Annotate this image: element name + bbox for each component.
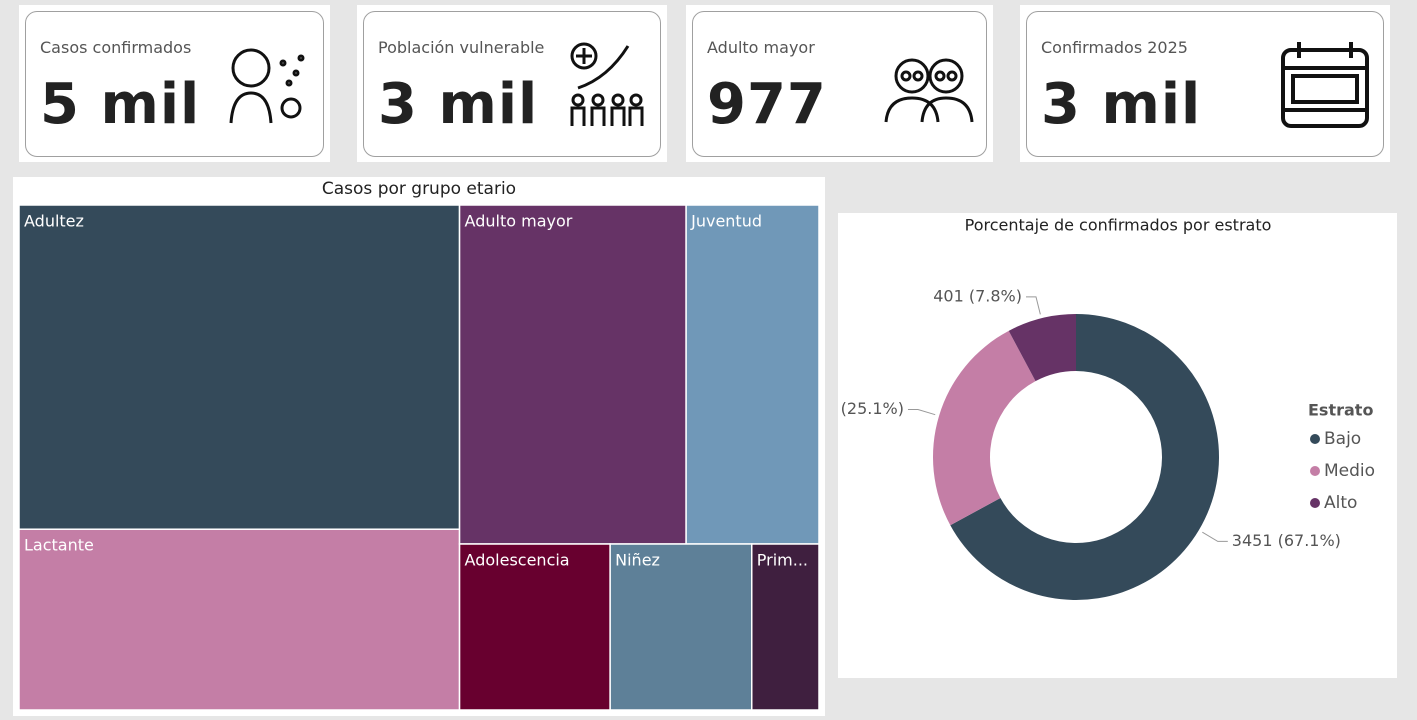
donut-chart: Porcentaje de confirmados por estrato Es… <box>795 216 1375 600</box>
treemap-tile <box>685 204 820 545</box>
icon-elderly <box>884 58 974 123</box>
legend-marker <box>1310 498 1320 508</box>
treemap-tile <box>751 543 820 711</box>
tile-label: Juventud <box>690 212 762 231</box>
tile-label: Adultez <box>24 212 84 231</box>
legend-label: Medio <box>1324 461 1375 481</box>
card-label: Población vulnerable <box>378 38 545 57</box>
donut-panel: Porcentaje de confirmados por estrato Es… <box>795 213 1397 678</box>
tile-label: Niñez <box>615 550 660 569</box>
chart-title: Casos por grupo etario <box>322 179 516 199</box>
kpi-card: Población vulnerable 3 mil <box>357 5 667 162</box>
card-value: 3 mil <box>1041 72 1202 137</box>
card-frame: Casos confirmados 5 mil <box>25 11 324 157</box>
donut-slice <box>933 330 1036 526</box>
treemap-tile <box>458 543 611 711</box>
donut-slice <box>1008 314 1076 382</box>
legend-title: Estrato <box>1308 401 1373 420</box>
card-label: Confirmados 2025 <box>1041 38 1188 57</box>
legend-label: Bajo <box>1324 429 1361 449</box>
kpi-card: Adulto mayor 977 <box>686 5 993 162</box>
treemap-tile <box>18 204 461 530</box>
card-value: 5 mil <box>40 72 201 137</box>
treemap-chart: Casos por grupo etario Adultez Lactante Ad… <box>18 179 820 711</box>
legend-marker <box>1310 466 1320 476</box>
treemap-tile <box>458 204 687 545</box>
treemap-tile <box>609 543 753 711</box>
tile-label: Adolescencia <box>465 550 570 569</box>
kpi-card: Confirmados 2025 3 mil <box>1020 5 1390 162</box>
data-label: 401 (7.8%) <box>933 286 1022 305</box>
data-label: 1292 (25.1%) <box>838 399 904 418</box>
treemap-tile <box>18 528 461 711</box>
tile-label: Adulto mayor <box>465 212 573 231</box>
tile-label: Lactante <box>24 536 94 555</box>
tile-label: Prim... <box>757 550 808 569</box>
leader-line <box>907 409 936 416</box>
data-label: 3451 (67.1%) <box>1232 531 1341 550</box>
kpi-card: Casos confirmados 5 mil <box>19 5 330 162</box>
card-frame: Población vulnerable 3 mil <box>363 11 661 157</box>
donut-slice <box>950 314 1219 600</box>
card-value: 3 mil <box>378 72 539 137</box>
card-frame: Adulto mayor 977 <box>692 11 987 157</box>
leader-line <box>1025 296 1041 315</box>
legend-label: Alto <box>1324 493 1357 513</box>
leader-line <box>1202 531 1228 542</box>
card-label: Casos confirmados <box>40 38 192 57</box>
legend-marker <box>1310 434 1320 444</box>
card-label: Adulto mayor <box>707 38 815 57</box>
card-frame: Confirmados 2025 3 mil <box>1026 11 1384 157</box>
icon-population <box>570 42 644 126</box>
icon-calendar <box>1281 42 1369 128</box>
chart-title: Porcentaje de confirmados por estrato <box>965 216 1272 235</box>
card-value: 977 <box>707 72 827 137</box>
icon-cough <box>229 48 305 124</box>
treemap-panel: Casos por grupo etario Adultez Lactante Ad… <box>13 177 825 716</box>
